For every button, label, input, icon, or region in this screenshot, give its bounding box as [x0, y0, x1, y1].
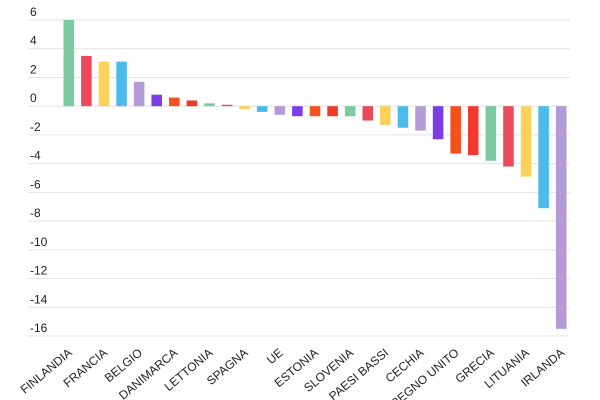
bar: [81, 55, 92, 107]
bar: [133, 81, 145, 107]
bar: [256, 106, 268, 112]
x-tick-label: FINLANDIA: [18, 346, 75, 397]
bar: [292, 106, 303, 117]
y-tick-label: 4: [30, 34, 37, 48]
y-tick-label: -4: [30, 149, 41, 163]
bar: [520, 106, 532, 177]
y-tick-label: 6: [30, 5, 37, 19]
bar: [344, 106, 356, 117]
bar: [98, 61, 110, 107]
bar: [432, 106, 444, 140]
bar: [309, 106, 321, 117]
bar: [204, 103, 215, 107]
bar: [380, 106, 391, 125]
bar: [186, 100, 198, 107]
y-tick-label: -6: [30, 177, 41, 191]
y-tick-label: -2: [30, 120, 41, 134]
bar: [151, 94, 162, 107]
y-tick-label: -10: [30, 235, 48, 249]
y-tick-label: -8: [30, 206, 41, 220]
bar: [327, 106, 338, 117]
bar: [485, 106, 497, 161]
bar: [415, 106, 426, 131]
bar: [274, 106, 286, 115]
y-tick-label: -12: [30, 264, 48, 278]
bar: [116, 61, 127, 107]
bar: [221, 104, 233, 107]
bar: [555, 106, 567, 329]
bar: [468, 106, 479, 156]
bar: [538, 106, 549, 209]
x-tick-label: UE: [264, 346, 286, 367]
y-tick-label: 0: [30, 91, 37, 105]
bar: [397, 106, 409, 128]
bar: [169, 97, 180, 107]
bar: [503, 106, 514, 167]
y-tick-label: 2: [30, 62, 37, 76]
bar: [239, 106, 250, 110]
bar: [63, 20, 75, 107]
bar: [362, 106, 374, 121]
bar: [450, 106, 461, 154]
y-tick-label: -14: [30, 292, 48, 306]
y-tick-label: -16: [30, 321, 48, 335]
